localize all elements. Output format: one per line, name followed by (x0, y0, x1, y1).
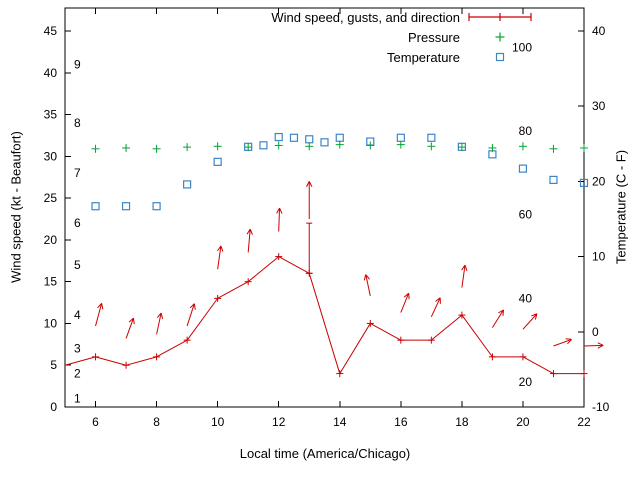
wind-direction-arrows (95, 181, 604, 349)
svg-text:8: 8 (74, 116, 81, 130)
pressure-plus-icon (468, 30, 532, 44)
svg-text:18: 18 (455, 415, 469, 429)
svg-text:40: 40 (519, 292, 533, 306)
svg-text:40: 40 (592, 24, 606, 38)
right-axis-title: Temperature (C - F) (613, 149, 629, 265)
legend-entry-pressure: Pressure (0, 27, 532, 47)
legend-entry-temperature: Temperature (0, 47, 532, 67)
temperature-square-icon (468, 50, 532, 64)
svg-text:0: 0 (50, 400, 57, 414)
svg-text:6: 6 (92, 415, 99, 429)
tick-labels: 6 8 10 12 14 16 18 20 22051015202530354045-10010… (44, 24, 610, 429)
svg-text:10: 10 (592, 250, 606, 264)
svg-text:40: 40 (44, 66, 58, 80)
svg-text:-10: -10 (592, 400, 610, 414)
svg-text:25: 25 (44, 191, 58, 205)
svg-text:4: 4 (74, 308, 81, 322)
legend-entry-wind: Wind speed, gusts, and direction (0, 7, 532, 27)
svg-text:10: 10 (211, 415, 225, 429)
svg-text:14: 14 (333, 415, 347, 429)
svg-text:3: 3 (74, 342, 81, 356)
x-axis-title: Local time (America/Chicago) (239, 446, 411, 461)
svg-text:9: 9 (74, 57, 81, 71)
svg-text:5: 5 (74, 258, 81, 272)
svg-text:6: 6 (74, 216, 81, 230)
svg-text:8: 8 (153, 415, 160, 429)
svg-text:20: 20 (44, 233, 58, 247)
legend-label-temperature: Temperature (387, 49, 460, 65)
svg-text:20: 20 (516, 415, 530, 429)
svg-text:100: 100 (512, 41, 532, 55)
svg-text:15: 15 (44, 275, 58, 289)
svg-text:45: 45 (44, 24, 58, 38)
pressure-series (91, 140, 588, 153)
svg-text:1: 1 (74, 392, 81, 406)
svg-text:35: 35 (44, 108, 58, 122)
svg-text:12: 12 (272, 415, 286, 429)
svg-text:2: 2 (74, 367, 81, 381)
svg-text:22: 22 (577, 415, 591, 429)
scale-labels: 1 2 3 4 5 6 7 8 9 20 40 60 80 100 (74, 41, 532, 406)
chart-legend: Wind speed, gusts, and direction Pressur… (0, 7, 532, 67)
svg-text:0: 0 (592, 325, 599, 339)
wind-series (64, 222, 588, 378)
svg-text:30: 30 (592, 99, 606, 113)
svg-text:5: 5 (50, 358, 57, 372)
legend-label-pressure: Pressure (407, 29, 460, 45)
svg-text:16: 16 (394, 415, 408, 429)
svg-text:7: 7 (74, 166, 81, 180)
left-axis-title: Wind speed (kt - Beaufort) (8, 131, 24, 283)
svg-text:30: 30 (44, 149, 58, 163)
wind-errorbar-sample-icon (468, 10, 532, 24)
axes-frame (64, 7, 585, 408)
svg-text:60: 60 (519, 207, 533, 221)
legend-label-wind: Wind speed, gusts, and direction (271, 9, 460, 25)
svg-text:20: 20 (519, 375, 533, 389)
svg-text:20: 20 (592, 174, 606, 188)
svg-text:80: 80 (519, 124, 533, 138)
svg-text:10: 10 (44, 316, 58, 330)
